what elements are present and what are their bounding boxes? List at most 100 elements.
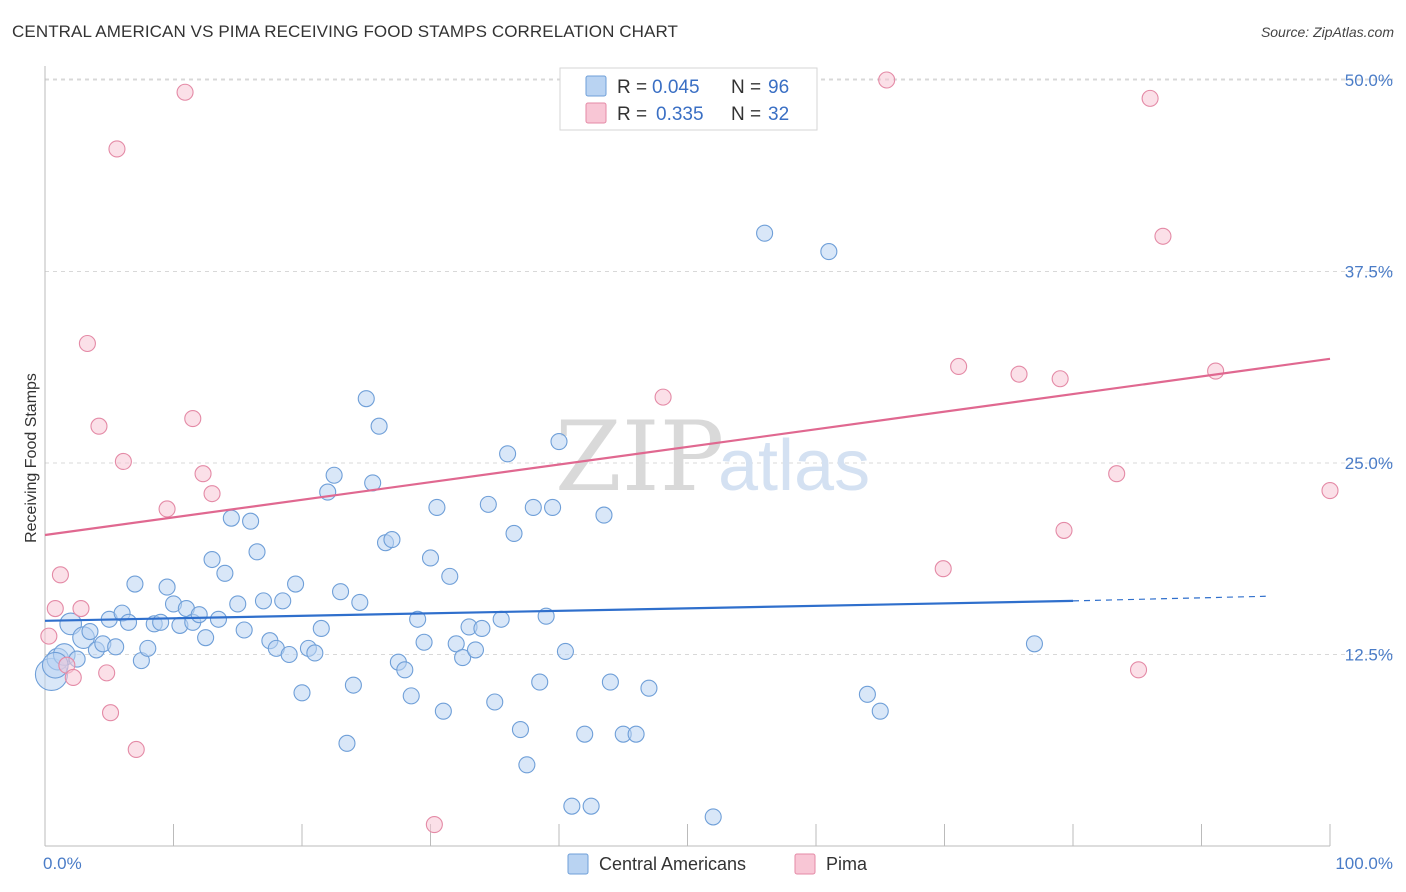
- pima-point-23: [1010, 365, 1028, 383]
- legend-swatch-blue: [585, 75, 607, 97]
- central-americans-point-31: [242, 512, 260, 530]
- central-americans-point-71: [499, 445, 517, 463]
- central-americans-point-24: [197, 629, 215, 647]
- central-americans-point-81: [563, 797, 581, 815]
- central-americans-point-66: [466, 641, 485, 659]
- central-americans-point-17: [152, 613, 170, 631]
- central-americans-point-59: [421, 549, 440, 567]
- pima-point-22: [950, 357, 968, 376]
- central-americans-point-23: [190, 606, 208, 624]
- axes: [44, 66, 1331, 847]
- y-tick-label-2: 37.5%: [1345, 263, 1393, 282]
- central-americans-point-88: [640, 679, 658, 697]
- central-americans-point-49: [357, 390, 375, 408]
- watermark: ZIP atlas: [555, 401, 870, 513]
- pima-point-14: [176, 83, 194, 101]
- central-americans-point-30: [235, 621, 253, 639]
- central-americans-point-42: [312, 619, 330, 638]
- central-americans-point-27: [216, 564, 234, 582]
- central-americans-point-70: [492, 610, 510, 628]
- pima-point-30: [1207, 362, 1225, 380]
- pima-point-11: [114, 452, 132, 471]
- central-americans-point-13: [126, 575, 144, 593]
- central-americans-point-41: [306, 644, 324, 662]
- central-americans-point-89: [704, 808, 722, 826]
- central-americans-point-29: [229, 595, 247, 613]
- central-americans-point-37: [280, 645, 298, 664]
- trend-line-central-americans-extension: [1072, 595, 1266, 602]
- pima-point-6: [78, 334, 96, 353]
- bottom-legend-central-americans: Central Americans: [599, 854, 746, 874]
- legend-n-label-1: N =: [731, 77, 761, 98]
- legend-r-label-1: R =: [617, 77, 647, 98]
- y-tick-label-0: 12.5%: [1345, 646, 1393, 665]
- pima-point-26: [1108, 465, 1126, 483]
- central-americans-point-55: [396, 661, 414, 679]
- central-americans-point-87: [627, 725, 645, 743]
- central-americans-point-53: [383, 531, 401, 549]
- pima-point-31: [1321, 482, 1339, 500]
- pima-point-1: [46, 599, 64, 618]
- chart-title: CENTRAL AMERICAN VS PIMA RECEIVING FOOD …: [12, 22, 679, 41]
- legend-r-value-1: 0.045: [652, 77, 700, 98]
- pima-point-25: [1055, 521, 1073, 539]
- y-tick-label-3: 50.0%: [1345, 71, 1393, 90]
- central-americans-point-92: [858, 685, 876, 703]
- pima-point-2: [51, 566, 69, 584]
- pima-point-5: [72, 599, 90, 618]
- central-americans-point-93: [871, 702, 889, 720]
- central-americans-point-6: [81, 622, 99, 641]
- x-tick-label-1: 100.0%: [1335, 854, 1393, 873]
- watermark-atlas: atlas: [718, 426, 870, 506]
- legend-r-label-2: R =: [617, 104, 647, 125]
- central-americans-point-61: [434, 702, 452, 720]
- central-americans-point-64: [454, 649, 472, 667]
- central-americans-point-32: [248, 543, 266, 561]
- central-americans-point-73: [511, 721, 530, 739]
- central-americans-point-33: [254, 592, 273, 610]
- central-americans-point-67: [473, 619, 491, 638]
- legend-n-value-2: 32: [768, 104, 789, 125]
- legend-r-value-2: 0.335: [656, 104, 704, 125]
- central-americans-point-68: [479, 495, 497, 513]
- legend-n-label-2: N =: [731, 104, 761, 125]
- central-americans-point-46: [338, 734, 356, 752]
- central-americans-point-10: [107, 638, 125, 656]
- central-americans-point-26: [209, 610, 228, 628]
- series-central-americans: [34, 224, 1043, 826]
- pima-point-9: [101, 704, 120, 722]
- watermark-zip: ZIP: [555, 401, 724, 513]
- pima-point-18: [425, 816, 443, 834]
- central-americans-point-36: [274, 592, 292, 610]
- central-americans-point-91: [820, 243, 838, 261]
- central-americans-point-56: [402, 687, 420, 705]
- pima-point-4: [64, 668, 82, 687]
- pima-point-27: [1129, 661, 1148, 679]
- legend-n-value-1: 96: [768, 77, 789, 98]
- legend-swatch-pink: [585, 102, 607, 124]
- central-americans-point-39: [293, 684, 311, 702]
- central-americans-point-38: [287, 575, 305, 593]
- pima-point-12: [127, 740, 145, 759]
- central-americans-point-44: [325, 466, 343, 484]
- trend-line-pima: [44, 357, 1331, 537]
- central-americans-point-94: [1025, 635, 1043, 653]
- pima-point-19: [654, 388, 672, 406]
- x-tick-label-0: 0.0%: [43, 854, 82, 873]
- central-americans-point-51: [370, 417, 388, 435]
- central-americans-point-28: [222, 509, 240, 527]
- central-americans-point-62: [441, 567, 459, 585]
- central-americans-point-47: [344, 676, 362, 694]
- pima-point-16: [194, 465, 212, 483]
- pima-point-8: [98, 664, 116, 682]
- series-pima: [40, 71, 1339, 834]
- bottom-legend-swatch-blue: [567, 853, 589, 875]
- central-americans-point-84: [595, 506, 613, 524]
- central-americans-point-78: [544, 498, 562, 516]
- y-axis-label: Receiving Food Stamps: [23, 373, 40, 543]
- central-americans-point-82: [576, 725, 594, 743]
- trend-lines: [44, 357, 1331, 622]
- central-americans-point-48: [351, 593, 369, 611]
- central-americans-point-76: [531, 673, 549, 691]
